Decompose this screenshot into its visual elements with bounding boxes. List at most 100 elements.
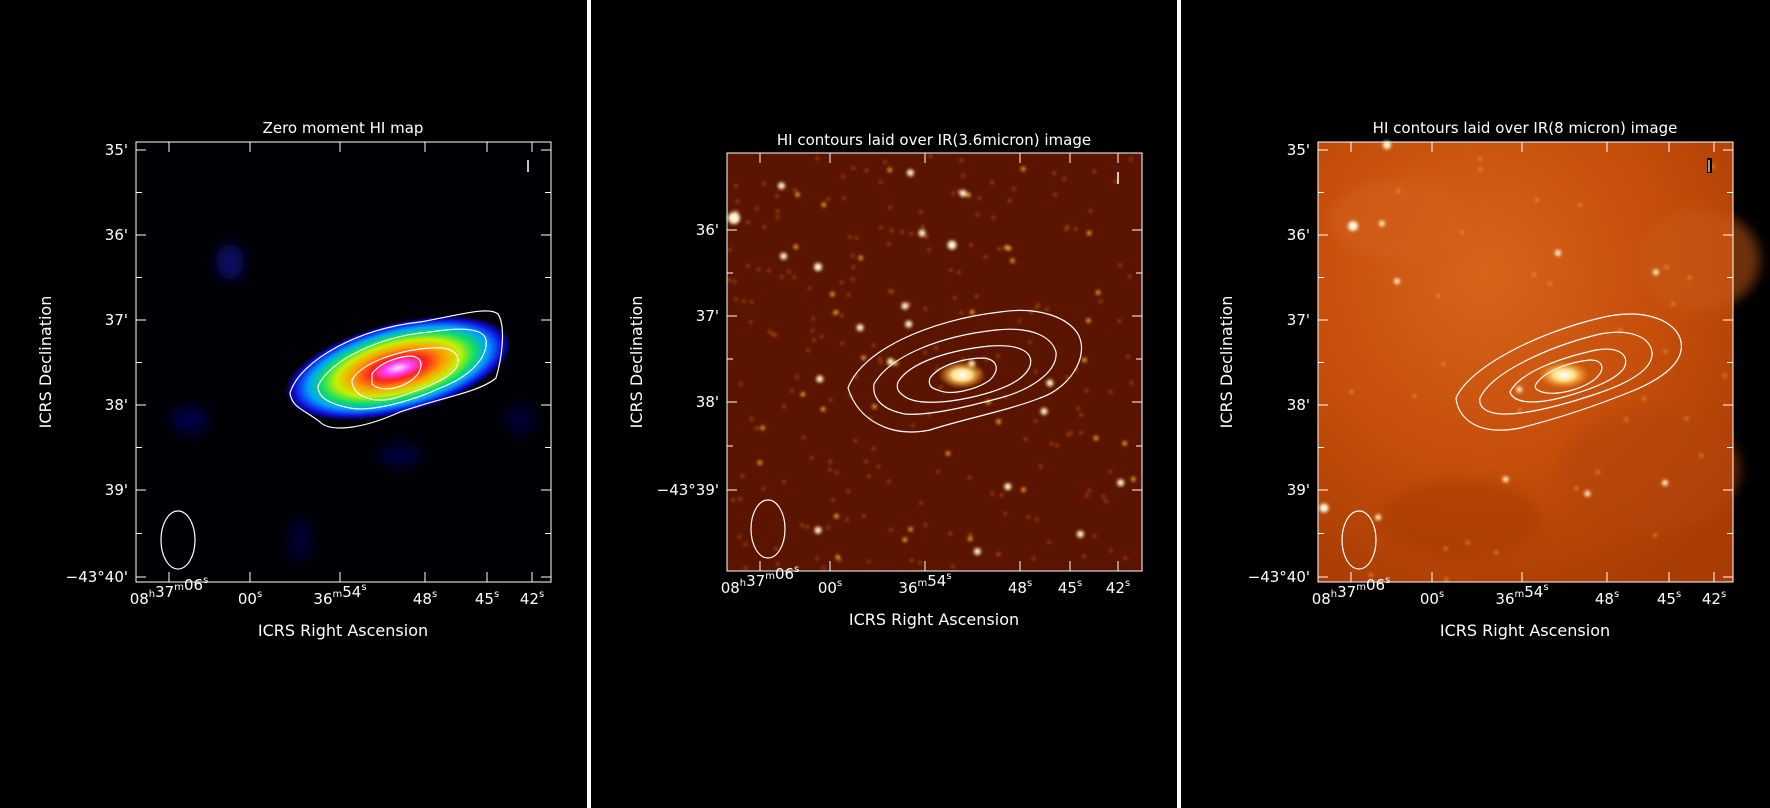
star: [923, 351, 927, 354]
star: [959, 189, 967, 197]
star: [1108, 470, 1112, 473]
ra-tick-label: 45s: [475, 589, 499, 608]
star: [991, 216, 995, 219]
dec-tick-label: 38': [696, 393, 719, 411]
star: [735, 210, 738, 213]
dec-tick-label: −43°39': [657, 481, 719, 499]
star: [795, 375, 799, 379]
star: [800, 524, 804, 527]
star: [908, 302, 911, 306]
ra-tick-label: 48s: [1595, 589, 1619, 608]
dec-tick-label: 35': [105, 141, 128, 159]
star: [872, 447, 875, 450]
star: [1516, 386, 1523, 393]
star: [961, 174, 965, 177]
star: [780, 252, 788, 260]
star: [879, 360, 883, 364]
star: [1109, 549, 1113, 552]
star: [815, 557, 819, 560]
x-axis-label: ICRS Right Ascension: [1440, 621, 1610, 640]
star: [877, 464, 880, 468]
star: [1131, 476, 1136, 482]
star: [936, 470, 940, 473]
star: [777, 182, 785, 190]
star: [1079, 413, 1083, 417]
bright-star: [728, 212, 740, 224]
star: [1017, 319, 1021, 323]
star: [929, 154, 932, 158]
star: [800, 392, 806, 397]
star: [1375, 514, 1382, 521]
star: [1088, 489, 1091, 492]
dec-tick-label: 37': [105, 311, 128, 329]
star: [1117, 479, 1125, 487]
star: [1102, 494, 1105, 498]
star: [1584, 490, 1591, 497]
star: [966, 192, 971, 198]
dec-tick-label: 36': [1287, 226, 1310, 244]
plot-frame: [726, 152, 1143, 572]
star: [834, 514, 839, 519]
star: [872, 344, 875, 347]
star: [1093, 435, 1099, 441]
ra-tick-label: 08h37m06s: [721, 564, 800, 597]
star: [733, 280, 737, 283]
dec-tick-label: 36': [696, 221, 719, 239]
star: [852, 265, 855, 269]
star: [1665, 265, 1669, 269]
ra-tick-label: 36m54s: [313, 582, 366, 608]
star: [1396, 189, 1400, 193]
star: [840, 314, 844, 318]
star: [838, 558, 842, 562]
star: [736, 199, 739, 203]
star: [1532, 272, 1536, 276]
star: [1393, 278, 1400, 285]
panel-title: Zero moment HI map: [263, 119, 424, 137]
star: [782, 405, 786, 408]
dec-tick-label: 36': [105, 226, 128, 244]
star: [855, 375, 858, 379]
ra-tick-label: 08h37m06s: [1312, 575, 1391, 608]
star: [960, 159, 963, 162]
star: [1004, 245, 1009, 250]
star: [811, 317, 815, 320]
star: [1076, 407, 1080, 410]
star: [951, 192, 955, 195]
star: [842, 196, 846, 200]
star: [734, 184, 738, 188]
star: [846, 489, 850, 493]
ra-tick-label: 00s: [238, 589, 262, 608]
ra-tick-label: 45s: [1657, 589, 1681, 608]
x-axis-label: ICRS Right Ascension: [258, 621, 428, 640]
star: [906, 169, 914, 177]
star: [969, 533, 972, 537]
star: [776, 215, 780, 219]
star: [814, 526, 822, 534]
star: [795, 192, 800, 197]
star: [957, 189, 961, 193]
star: [1004, 512, 1007, 515]
star: [835, 555, 841, 560]
star: [835, 471, 839, 474]
star: [742, 300, 746, 303]
dec-tick-label: −43°40': [66, 568, 128, 586]
star: [816, 375, 824, 383]
star: [1478, 157, 1482, 161]
star: [890, 229, 893, 232]
dec-tick-label: 39': [1287, 481, 1310, 499]
panel-title: HI contours laid over IR(3.6micron) imag…: [777, 131, 1091, 149]
star: [1047, 540, 1051, 544]
star: [919, 210, 923, 214]
star: [820, 406, 826, 412]
star: [755, 207, 759, 210]
star: [1032, 557, 1036, 560]
star: [1040, 407, 1048, 415]
star: [867, 475, 871, 478]
star: [1021, 487, 1026, 492]
star: [1444, 547, 1448, 551]
star: [910, 559, 914, 562]
star: [864, 460, 868, 463]
dec-tick-label: 38': [105, 396, 128, 414]
star: [924, 523, 927, 527]
star: [960, 311, 963, 315]
